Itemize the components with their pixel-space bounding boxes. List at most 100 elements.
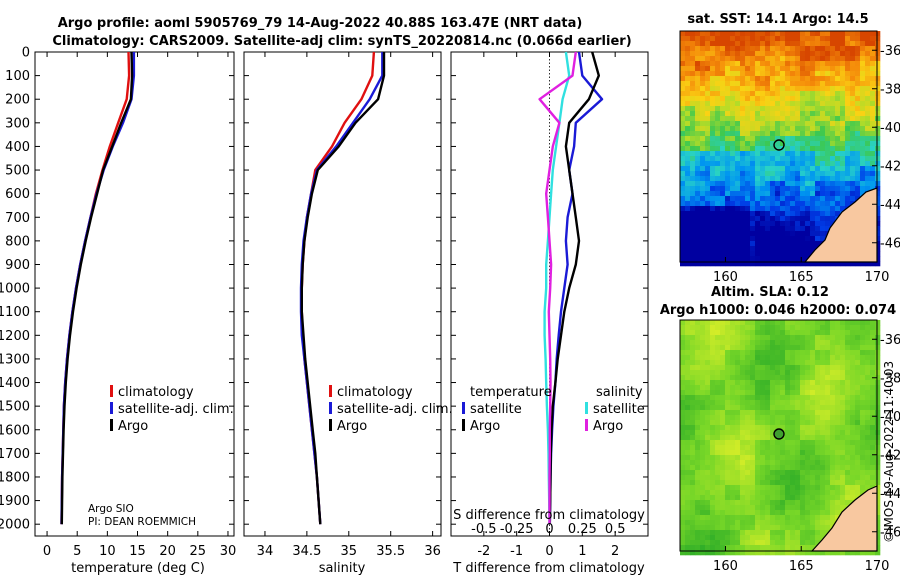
map-cell [840,171,846,177]
map-cell [810,206,816,212]
legend-label-t-argo: Argo [470,419,500,434]
map-cell [715,490,721,496]
map-cell [740,246,746,252]
map-cell [850,106,856,112]
map-cell [845,86,851,92]
map-cell [685,241,691,247]
map-cell [680,31,686,37]
map-cell [720,241,726,247]
map-cell [785,395,791,401]
map-cell [785,101,791,107]
map-cell [870,171,876,177]
map-cell [870,71,876,77]
map-cell [730,460,736,466]
map-cell [790,261,796,267]
map-cell [760,216,766,222]
map-cell [700,540,706,546]
map-cell [700,370,706,376]
map-cell [820,191,826,197]
map-cell [745,530,751,536]
map-cell [775,136,781,142]
map-cell [825,445,831,451]
map-cell [735,325,741,331]
map-cell [765,330,771,336]
map-cell [845,31,851,37]
map-cell [815,455,821,461]
map-cell [725,156,731,162]
map-cell [845,76,851,82]
map-cell [850,325,856,331]
map-cell [810,191,816,197]
y-tick-label: 100 [5,69,30,84]
map-cell [795,86,801,92]
map-cell [680,480,686,486]
map-cell [700,550,706,556]
map-cell [875,340,881,346]
map-cell [755,545,761,551]
map-cell [680,485,686,491]
map-cell [825,415,831,421]
map-cell [795,126,801,132]
map-cell [870,261,876,267]
map-cell [810,151,816,157]
map-cell [705,251,711,257]
map-cell [755,390,761,396]
map-cell [765,370,771,376]
map-cell [695,340,701,346]
map-cell [695,450,701,456]
map-cell [755,440,761,446]
map-cell [695,325,701,331]
map-cell [750,216,756,222]
map-cell [795,191,801,197]
map-cell [765,420,771,426]
map-cell [765,385,771,391]
map-cell [780,91,786,97]
map-cell [680,261,686,267]
map-cell [710,515,716,521]
map-cell [840,181,846,187]
map-cell [855,440,861,446]
map-cell [825,116,831,122]
map-cell [825,465,831,471]
map-cell [745,360,751,366]
map-cell [805,340,811,346]
map-y-tick-label: -36 [880,44,900,59]
map-cell [850,36,856,42]
map-cell [835,495,841,501]
map-cell [695,91,701,97]
map-cell [785,335,791,341]
map-cell [780,51,786,57]
map-cell [800,121,806,127]
map-cell [765,470,771,476]
map-cell [790,525,796,531]
map-cell [760,61,766,67]
map-cell [855,91,861,97]
map-cell [815,505,821,511]
map-cell [855,191,861,197]
map-cell [735,365,741,371]
map-cell [780,131,786,137]
map-cell [840,380,846,386]
map-cell [845,191,851,197]
map-cell [760,540,766,546]
map-cell [785,161,791,167]
map-cell [820,490,826,496]
map-cell [795,206,801,212]
map-cell [780,126,786,132]
map-cell [685,390,691,396]
legend-label-satellite: satellite-adj. clim. [118,402,234,417]
map-cell [820,430,826,436]
map-cell [755,111,761,117]
map-cell [680,425,686,431]
map-cell [830,141,836,147]
map-cell [875,355,881,361]
map-cell [825,510,831,516]
map-cell [750,525,756,531]
map-cell [690,146,696,152]
map-cell [695,530,701,536]
map-cell [795,31,801,37]
map-cell [775,380,781,386]
map-cell [780,221,786,227]
map-cell [790,181,796,187]
map-cell [860,176,866,182]
